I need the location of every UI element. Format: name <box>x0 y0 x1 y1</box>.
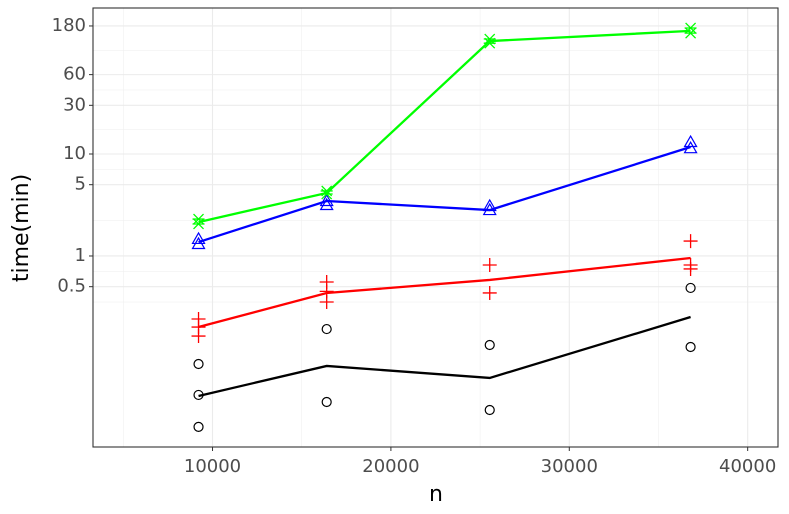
point-shape <box>193 421 204 432</box>
point-shape <box>319 197 334 211</box>
data-point <box>683 234 698 249</box>
data-point <box>320 188 333 200</box>
y-tick-label: 1 <box>75 245 86 266</box>
data-point <box>684 27 697 39</box>
x-tick-label: 40000 <box>719 456 776 477</box>
point-shape <box>191 236 206 250</box>
data-point <box>685 341 696 353</box>
data-point <box>321 323 332 335</box>
y-tick-label: 10 <box>63 143 86 164</box>
data-point <box>319 197 334 211</box>
point-shape <box>192 218 205 230</box>
point-shape <box>482 285 497 300</box>
point-shape <box>684 27 697 39</box>
point-shape <box>482 257 497 272</box>
x-tick-label: 20000 <box>362 456 419 477</box>
x-tick-label: 30000 <box>541 456 598 477</box>
point-shape <box>191 231 206 245</box>
y-tick-label: 0.5 <box>57 276 86 297</box>
data-point <box>191 231 206 245</box>
point-shape <box>319 193 334 207</box>
point-shape <box>482 198 497 212</box>
point-shape <box>683 234 698 249</box>
data-point <box>683 140 698 154</box>
data-point <box>483 37 496 49</box>
point-shape <box>484 339 495 351</box>
point-shape <box>683 261 698 276</box>
point-shape <box>684 22 697 34</box>
point-shape <box>483 37 496 49</box>
y-tick-label: 60 <box>63 64 86 85</box>
data-point <box>482 285 497 300</box>
point-shape <box>319 294 334 309</box>
data-point <box>193 389 204 401</box>
data-point <box>482 257 497 272</box>
data-point <box>482 202 497 216</box>
point-shape <box>320 188 333 200</box>
series-line <box>198 315 691 398</box>
point-shape <box>321 323 332 335</box>
point-shape <box>191 329 206 344</box>
point-shape <box>193 389 204 401</box>
point-shape <box>685 341 696 353</box>
data-point <box>482 198 497 212</box>
point-shape <box>683 140 698 154</box>
data-point <box>484 339 495 351</box>
x-axis-title: n <box>429 482 443 507</box>
data-point <box>683 261 698 276</box>
y-tick-label: 180 <box>52 15 86 36</box>
panel-border <box>92 7 779 448</box>
data-point <box>191 236 206 250</box>
series-line <box>198 29 691 224</box>
point-shape <box>321 396 332 408</box>
series-line <box>198 256 691 329</box>
x-tick-label: 10000 <box>184 456 241 477</box>
data-point <box>321 396 332 408</box>
data-point <box>683 134 698 148</box>
data-point <box>192 218 205 230</box>
point-shape <box>484 404 495 416</box>
point-shape <box>685 282 696 294</box>
data-point <box>319 294 334 309</box>
point-shape <box>482 202 497 216</box>
y-tick-label: 5 <box>75 174 86 195</box>
series-line <box>198 145 691 244</box>
y-tick-label: 30 <box>63 94 86 115</box>
point-shape <box>193 358 204 370</box>
y-axis-title: time(min) <box>9 174 34 282</box>
data-point <box>319 193 334 207</box>
data-point <box>193 421 204 432</box>
data-point <box>685 282 696 294</box>
data-point <box>684 22 697 34</box>
data-point <box>193 358 204 370</box>
data-point <box>484 404 495 416</box>
point-shape <box>683 134 698 148</box>
data-point <box>191 329 206 344</box>
